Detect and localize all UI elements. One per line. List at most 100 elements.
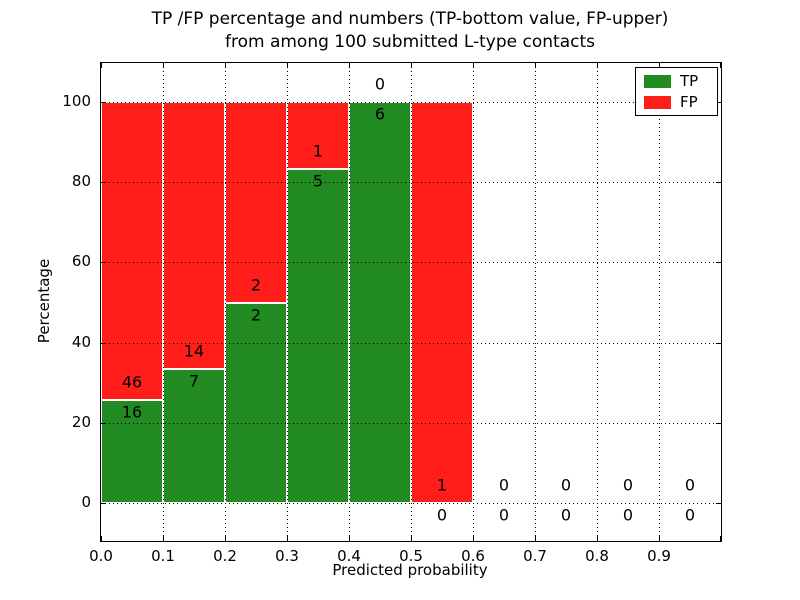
x-tick-label: 0.3 <box>275 547 299 565</box>
legend-entry-tp: TP <box>644 73 717 89</box>
y-axis-tick <box>101 182 106 184</box>
fp-count-label: 1 <box>312 141 324 161</box>
x-axis-tick-top <box>597 63 598 68</box>
x-axis-tick <box>473 536 474 541</box>
tp-count-label: 0 <box>436 505 448 525</box>
x-axis-tick <box>349 536 350 541</box>
tp-count-label: 5 <box>312 171 324 191</box>
x-tick-label: 0.5 <box>399 547 423 565</box>
x-axis-label: Predicted probability <box>332 561 488 579</box>
x-axis-tick-top <box>411 63 412 68</box>
x-axis-tick-top <box>287 63 288 68</box>
x-axis-tick <box>163 536 164 541</box>
fp-bar-segment <box>225 102 287 303</box>
fp-count-label: 0 <box>622 475 634 495</box>
x-axis-tick-top <box>101 63 102 68</box>
fp-bar-segment <box>101 102 163 400</box>
y-tick-label: 0 <box>81 493 91 511</box>
x-axis-tick <box>101 536 102 541</box>
x-axis-tick <box>597 536 598 541</box>
fp-count-label: 46 <box>121 372 143 392</box>
x-axis-tick-top <box>225 63 226 68</box>
y-axis-tick-right <box>716 422 721 424</box>
x-tick-label: 0.8 <box>585 547 609 565</box>
chart-title-line1: TP /FP percentage and numbers (TP-bottom… <box>151 9 669 29</box>
legend: TP FP <box>635 67 718 116</box>
fp-count-label: 0 <box>374 74 386 94</box>
y-tick-label: 80 <box>71 172 91 191</box>
plot-area: TP FP 46 16 14 7 2 2 1 5 0 6 1 0 0 0 0 0 0 0 0 0 0.0 0.1 0.2 0.… <box>62 62 722 565</box>
y-axis-tick <box>101 422 106 424</box>
x-axis-tick <box>535 536 536 541</box>
fp-count-label: 2 <box>250 275 262 294</box>
x-axis-tick-top <box>535 63 536 68</box>
x-tick-label: 0.4 <box>337 547 361 565</box>
tp-count-label: 0 <box>684 505 696 525</box>
gridline-vertical <box>473 63 474 541</box>
x-tick-label: 0.7 <box>523 547 547 565</box>
chart-title-line2: from among 100 submitted L-type contacts <box>224 32 595 52</box>
y-axis-label: Percentage <box>35 258 53 344</box>
legend-label-tp: TP <box>680 72 699 90</box>
tp-count-label: 7 <box>188 371 200 391</box>
y-axis-tick-right <box>716 102 721 103</box>
y-axis-tick-right <box>716 262 721 264</box>
x-tick-label: 0.0 <box>89 547 113 565</box>
tp-count-label: 0 <box>622 505 634 525</box>
y-axis-tick <box>101 342 106 344</box>
x-axis-tick-top <box>473 63 474 68</box>
tp-bar-segment <box>287 168 349 503</box>
x-axis-tick <box>225 536 226 541</box>
fp-legend-swatch <box>644 95 671 109</box>
chart-title: TP /FP percentage and numbers (TP-bottom… <box>100 8 720 54</box>
tp-count-label: 0 <box>560 505 572 525</box>
x-tick-label: 0.9 <box>647 547 671 565</box>
gridline-vertical <box>163 63 164 541</box>
y-axis-tick-right <box>716 503 721 504</box>
tp-count-label: 6 <box>374 104 386 124</box>
tp-bar-segment <box>349 102 411 503</box>
y-axis-tick <box>101 262 106 264</box>
fp-bar-segment <box>163 102 225 370</box>
x-axis-tick-top <box>659 63 660 68</box>
gridline-vertical <box>659 63 660 541</box>
tp-count-label: 16 <box>121 402 143 422</box>
gridline-vertical <box>349 63 350 541</box>
x-axis-tick <box>659 536 660 541</box>
y-axis-tick-right <box>716 342 721 344</box>
x-tick-label: 0.6 <box>461 547 485 565</box>
fp-bar-segment <box>411 102 473 503</box>
gridline-vertical <box>411 63 412 541</box>
x-axis-tick-top <box>720 63 721 68</box>
y-tick-label: 20 <box>71 412 91 431</box>
x-axis-tick <box>287 536 288 541</box>
fp-count-label: 0 <box>560 475 572 495</box>
x-axis-tick-top <box>349 63 350 68</box>
x-axis-tick <box>411 536 412 541</box>
tp-legend-swatch <box>644 74 671 88</box>
x-tick-label: 0.1 <box>151 547 175 565</box>
x-axis-tick <box>720 536 721 541</box>
y-tick-label: 100 <box>62 92 91 110</box>
fp-count-label: 0 <box>498 475 510 495</box>
tp-bar-segment <box>163 369 225 503</box>
y-axis-tick <box>101 102 106 103</box>
legend-entry-fp: FP <box>644 94 717 110</box>
tp-count-label: 0 <box>498 505 510 525</box>
y-tick-label: 60 <box>71 252 91 271</box>
tp-bar-segment <box>225 302 287 503</box>
x-tick-label: 0.2 <box>213 547 237 565</box>
fp-count-label: 1 <box>436 475 448 495</box>
y-axis-tick-right <box>716 182 721 184</box>
gridline-vertical <box>597 63 598 541</box>
tp-count-label: 2 <box>250 305 262 324</box>
gridline-vertical <box>225 63 226 541</box>
fp-count-label: 14 <box>183 341 205 361</box>
gridline-vertical <box>535 63 536 541</box>
gridline-vertical <box>287 63 288 541</box>
x-axis-tick-top <box>163 63 164 68</box>
legend-label-fp: FP <box>680 93 698 111</box>
y-tick-label: 40 <box>71 332 91 351</box>
tp-bar-segment <box>101 399 163 503</box>
